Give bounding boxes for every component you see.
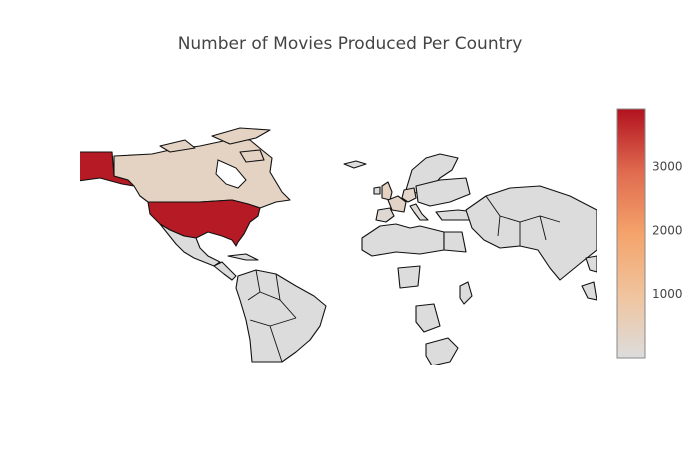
colorbar-ticks: 1000 2000 3000 (652, 159, 683, 301)
chart-title: Number of Movies Produced Per Country (177, 34, 523, 54)
country-egypt[interactable] (443, 231, 467, 253)
region-north-africa[interactable] (361, 223, 445, 257)
country-cuba[interactable] (227, 253, 259, 261)
hudson-bay (215, 159, 247, 189)
country-madagascar[interactable] (459, 281, 473, 305)
region-east-africa[interactable] (415, 303, 441, 333)
colorbar-tick-label: 1000 (652, 287, 683, 301)
country-canada-islands[interactable] (159, 127, 271, 163)
colorbar-tick-label: 2000 (652, 223, 683, 237)
region-eastern-europe[interactable] (415, 177, 471, 207)
country-united-kingdom[interactable] (381, 181, 393, 201)
geo-layer (80, 127, 597, 366)
colorbar: 1000 2000 3000 (616, 108, 683, 359)
south-america-borders (247, 269, 297, 363)
country-central-america[interactable] (213, 261, 237, 281)
country-france[interactable] (387, 195, 407, 213)
country-iceland[interactable] (343, 160, 367, 169)
region-central-africa[interactable] (397, 265, 421, 289)
continent-south-america[interactable] (235, 269, 327, 363)
country-canada[interactable] (113, 139, 291, 209)
country-italy[interactable] (409, 203, 429, 221)
country-ireland[interactable] (373, 186, 381, 195)
country-usa[interactable] (147, 199, 261, 247)
colorbar-tick-label: 3000 (652, 159, 683, 173)
country-spain[interactable] (375, 207, 395, 223)
region-middle-east-asia[interactable] (465, 185, 597, 281)
region-southeast-asia[interactable] (581, 255, 597, 301)
colorbar-gradient (616, 108, 646, 359)
country-germany[interactable] (401, 187, 417, 203)
region-southern-africa[interactable] (425, 337, 459, 366)
asia-borders (485, 195, 561, 246)
